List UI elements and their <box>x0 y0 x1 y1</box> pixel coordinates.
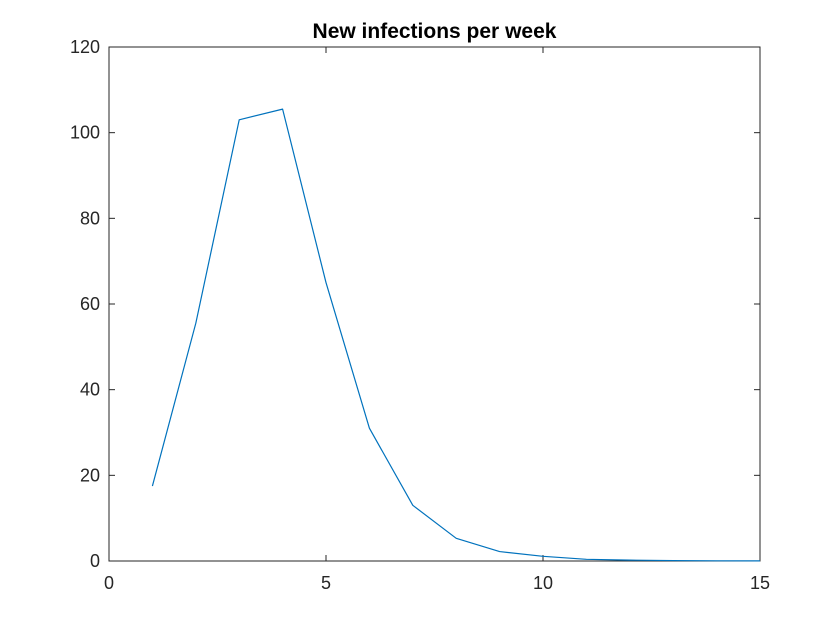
x-tick-label: 15 <box>750 573 770 593</box>
y-tick-label: 100 <box>70 123 100 143</box>
y-tick-label: 80 <box>80 208 100 228</box>
series-layer <box>151 108 761 562</box>
y-tick-label: 20 <box>80 465 100 485</box>
chart-title: New infections per week <box>313 20 557 43</box>
y-tick-label: 0 <box>90 551 100 571</box>
y-tick-label: 40 <box>80 380 100 400</box>
x-tick-label: 10 <box>533 573 553 593</box>
x-tick-label: 5 <box>321 573 331 593</box>
axes-box <box>108 46 761 562</box>
y-tick-label: 120 <box>70 37 100 57</box>
x-tick-label: 0 <box>104 573 114 593</box>
series-line <box>151 108 761 562</box>
y-tick-label: 60 <box>80 294 100 314</box>
ticks-layer: 0 5 10 15 0 20 40 60 80 100 120 <box>70 37 770 593</box>
